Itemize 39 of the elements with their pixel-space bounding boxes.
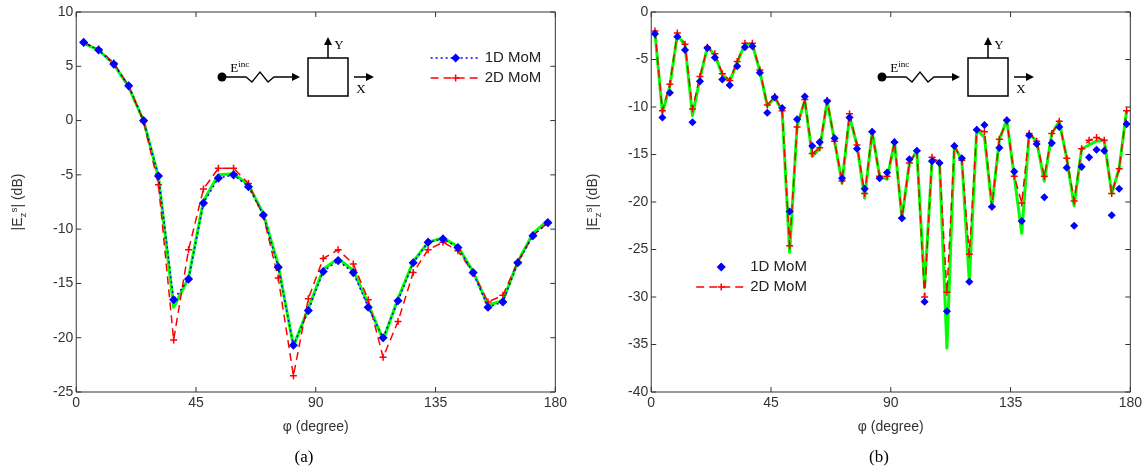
y-tick-label: -40: [628, 382, 649, 399]
text: (b): [869, 447, 889, 467]
y-tick-label: 10: [57, 2, 74, 19]
y-tick-label: -25: [53, 382, 74, 399]
y-tick-label: 5: [65, 57, 74, 74]
y-tick-label: -20: [628, 192, 649, 209]
y-tick-label: -15: [628, 145, 649, 162]
y-tick-label: -35: [628, 335, 649, 352]
y-tick-label: -25: [628, 240, 649, 257]
y-tick-label: -15: [53, 274, 74, 291]
x-tick-label: 135: [423, 394, 448, 411]
x-tick-label: 45: [188, 394, 204, 411]
y-tick-label: -30: [628, 287, 649, 304]
y-tick-label: 0: [65, 111, 74, 128]
legend-label: 1D MoM: [750, 257, 807, 275]
x-tick-label: 90: [307, 394, 324, 411]
text: (a): [294, 447, 314, 467]
annotation: X: [356, 81, 366, 97]
y-tick-label: -5: [635, 50, 649, 67]
legend-label: 2D MoM: [750, 277, 807, 295]
x-axis-title: φ (degree): [857, 418, 924, 435]
x-axis-title: φ (degree): [282, 418, 349, 435]
annotation: E$^{inc}$: [890, 59, 910, 77]
annotation: X: [1016, 81, 1026, 97]
x-tick-label: 45: [763, 394, 779, 411]
y-tick-label: 0: [640, 2, 649, 19]
annotation: Y: [334, 37, 344, 53]
y-tick-label: -10: [628, 97, 649, 114]
x-tick-label: 135: [998, 394, 1023, 411]
y-tick-label: -20: [53, 328, 74, 345]
y-tick-label: -5: [60, 165, 74, 182]
legend-label: 2D MoM: [484, 68, 542, 86]
legend-label: 1D MoM: [484, 48, 542, 66]
x-tick-label: 90: [882, 394, 899, 411]
annotation: E$^{inc}$: [230, 59, 250, 77]
y-tick-label: -10: [53, 220, 74, 236]
annotation: Y: [994, 37, 1004, 53]
x-tick-label: 180: [1118, 394, 1143, 411]
x-tick-label: 180: [543, 394, 568, 411]
